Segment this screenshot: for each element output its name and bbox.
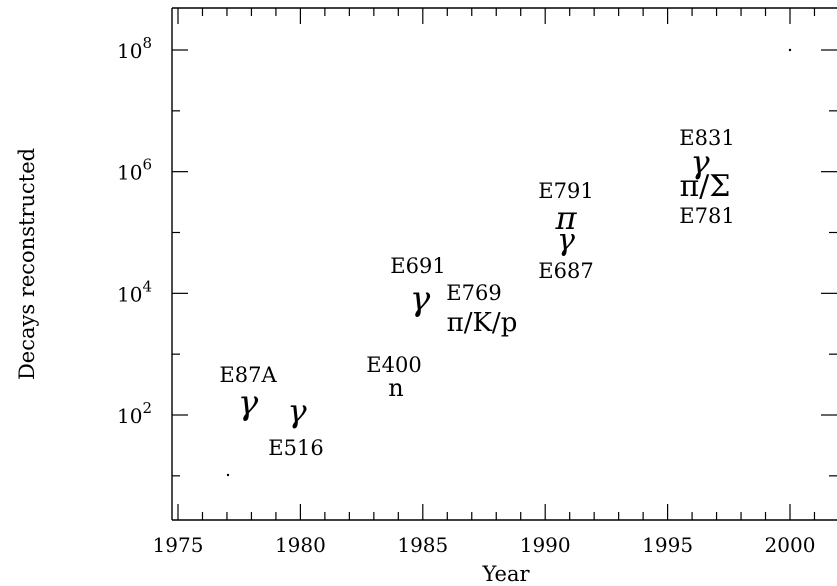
symbol-e400: n (388, 374, 403, 402)
experiment-label-e687: E687 (538, 259, 593, 283)
x-tick-label: 2000 (765, 533, 816, 557)
dot-marker (788, 48, 792, 52)
y-tick-label: 106 (117, 156, 152, 185)
x-tick-label: 1980 (275, 533, 326, 557)
experiment-label-e769: E769 (446, 281, 501, 305)
experiment-label-e831: E831 (679, 126, 734, 150)
x-tick-label: 1990 (520, 533, 571, 557)
symbol-e781: π/Σ (679, 169, 730, 204)
symbol-e516: γ (287, 392, 307, 430)
point-e516: γ E516 (268, 392, 323, 460)
point-e87a: E87A γ (219, 363, 277, 423)
x-tick-labels: 1975 1980 1985 1990 1995 2000 (153, 533, 816, 557)
x-tick-label: 1995 (642, 533, 693, 557)
symbol-e831: γ (690, 143, 710, 181)
point-e791: E791 π (538, 179, 593, 237)
symbol-e791: π (554, 199, 577, 237)
point-e769: E769 π/K/p (446, 281, 517, 338)
x-tick-marks (177, 8, 816, 520)
symbol-e691: γ (410, 279, 431, 319)
experiment-label-e400: E400 (366, 353, 421, 377)
symbol-e687: γ (557, 223, 575, 258)
experiment-label-e791: E791 (538, 179, 593, 203)
experiment-label-e781: E781 (679, 204, 734, 228)
y-tick-label: 104 (117, 277, 152, 306)
experiment-label-e516: E516 (268, 436, 323, 460)
point-e400: E400 n (366, 353, 421, 402)
x-axis-label: Year (481, 562, 530, 586)
experiment-label-e691: E691 (390, 254, 445, 278)
dot-marker (226, 473, 230, 477)
point-e691: E691 γ (390, 254, 445, 319)
y-tick-marks (172, 48, 837, 477)
y-tick-label: 102 (117, 399, 152, 428)
x-tick-label: 1975 (153, 533, 204, 557)
y-tick-labels: 102 104 106 108 (117, 34, 152, 428)
y-axis-label: Decays reconstructed (15, 148, 39, 380)
point-e687: γ E687 (538, 223, 593, 283)
experiment-label-e87a: E87A (219, 363, 277, 387)
point-e831: E831 γ (679, 126, 734, 181)
point-e781: π/Σ E781 (679, 169, 734, 228)
y-tick-label: 108 (117, 34, 152, 63)
symbol-e769: π/K/p (447, 308, 518, 338)
symbol-e87a: γ (238, 383, 259, 423)
x-tick-label: 1985 (397, 533, 448, 557)
